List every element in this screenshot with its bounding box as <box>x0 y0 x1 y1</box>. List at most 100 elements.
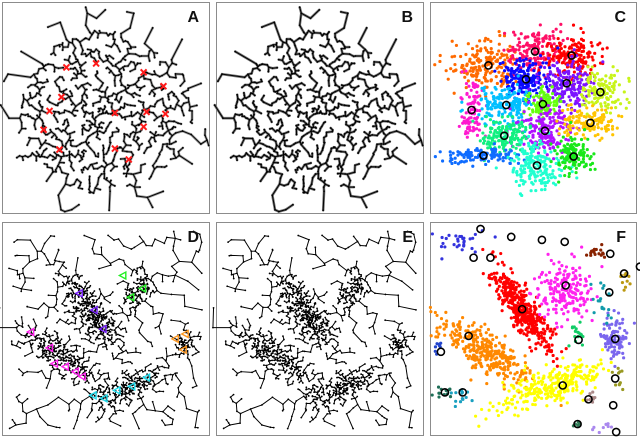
panel-f: F <box>428 222 640 437</box>
center-circle-icon <box>501 100 511 110</box>
center-circle-icon <box>611 427 621 437</box>
plot-area <box>213 5 424 213</box>
panel-label: F <box>616 229 626 246</box>
cluster-centers <box>467 47 605 170</box>
center-circle-icon <box>610 334 620 344</box>
center-circle-icon <box>558 381 568 390</box>
x-marker-icon <box>111 144 119 153</box>
triangle-marker-icon <box>88 390 97 400</box>
center-circle-icon <box>573 419 582 429</box>
center-circle-icon <box>484 61 493 70</box>
tree-nodes <box>0 6 210 213</box>
center-circle-icon <box>467 105 476 115</box>
triangle-marker-icon <box>89 305 98 315</box>
center-circle-icon <box>486 253 495 263</box>
center-circle-icon <box>436 347 446 357</box>
x-marker-icon <box>139 123 148 131</box>
triangle-marker-icon <box>180 329 189 339</box>
panel-label: D <box>187 229 199 246</box>
center-circle-icon <box>537 235 547 245</box>
center-circle-icon <box>532 161 542 170</box>
center-circle-icon <box>569 152 578 161</box>
tree-nodes <box>213 6 424 213</box>
cluster-points <box>428 229 636 435</box>
panel-e: E <box>212 222 424 436</box>
plot-area <box>0 230 203 430</box>
x-marker-icon <box>142 108 151 116</box>
center-circle-icon <box>610 374 620 383</box>
center-circle-icon <box>619 269 629 278</box>
center-circle-icon <box>540 126 550 136</box>
center-circle-icon <box>560 237 570 247</box>
panel-c: C <box>430 2 637 214</box>
panel-label: B <box>401 9 413 26</box>
triangle-marker-icon <box>126 381 136 392</box>
center-circle-icon <box>499 131 509 141</box>
center-circle-icon <box>604 288 614 297</box>
center-circle-icon <box>635 262 640 271</box>
x-marker-icon <box>92 59 100 68</box>
x-marker-icon <box>111 109 119 117</box>
x-marker-icon <box>55 145 64 154</box>
panel-b: B <box>213 2 424 214</box>
triangle-marker-icon <box>49 359 59 369</box>
center-circle-icon <box>458 388 468 397</box>
triangle-marker-icon <box>77 371 86 382</box>
triangle-marker-icon <box>60 362 70 372</box>
center-circle-icon <box>567 51 576 60</box>
center-circle-icon <box>517 304 527 314</box>
x-marker-icon <box>57 93 66 101</box>
triangle-marker-icon <box>25 327 35 337</box>
center-circle-icon <box>530 47 540 56</box>
center-circle-icon <box>586 118 595 128</box>
center-circle-icon <box>538 99 548 109</box>
center-circle-icon <box>608 400 618 410</box>
panel-d: D <box>0 222 210 436</box>
triangle-marker-icon <box>74 288 83 298</box>
plot-area <box>428 224 640 437</box>
triangle-marker-icon <box>44 343 54 353</box>
triangle-marker-icon <box>99 393 108 403</box>
center-circle-icon <box>476 224 485 234</box>
center-circle-icon <box>521 74 531 84</box>
center-circle-icon <box>469 253 478 263</box>
triangle-marker-icon <box>70 366 79 377</box>
triangle-marker-icon <box>117 270 127 281</box>
center-circle-icon <box>584 394 593 404</box>
selected-markers <box>25 270 189 403</box>
plot-area <box>433 22 631 198</box>
x-marker-icon <box>125 155 133 164</box>
triangle-marker-icon <box>137 283 147 294</box>
center-circle-icon <box>464 331 473 341</box>
x-marker-icon <box>139 68 148 77</box>
panel-label: A <box>187 9 199 26</box>
selected-markers <box>39 59 170 164</box>
triangle-marker-icon <box>178 345 187 355</box>
center-circle-icon <box>574 335 583 345</box>
triangle-marker-icon <box>141 372 151 383</box>
center-circle-icon <box>561 281 571 290</box>
cluster-points <box>433 22 631 198</box>
triangle-marker-icon <box>111 385 121 396</box>
plot-area <box>0 5 210 213</box>
center-circle-icon <box>562 78 572 88</box>
x-marker-icon <box>62 63 71 72</box>
x-marker-icon <box>159 82 168 90</box>
x-marker-icon <box>39 126 48 134</box>
triangle-marker-icon <box>170 334 179 344</box>
center-circle-icon <box>440 388 450 397</box>
plot-area <box>212 230 417 430</box>
center-circle-icon <box>479 151 488 160</box>
x-marker-icon <box>161 110 170 118</box>
x-marker-icon <box>45 107 54 115</box>
panel-label: E <box>402 229 413 246</box>
tree-edges <box>0 5 210 213</box>
center-circle-icon <box>605 249 615 259</box>
tree-nodes <box>212 230 417 430</box>
cluster-centers <box>436 224 640 437</box>
center-circle-icon <box>506 232 516 242</box>
panel-a: A <box>0 2 210 214</box>
triangle-marker-icon <box>125 292 135 302</box>
panel-label: C <box>614 9 626 26</box>
triangle-marker-icon <box>98 324 107 334</box>
